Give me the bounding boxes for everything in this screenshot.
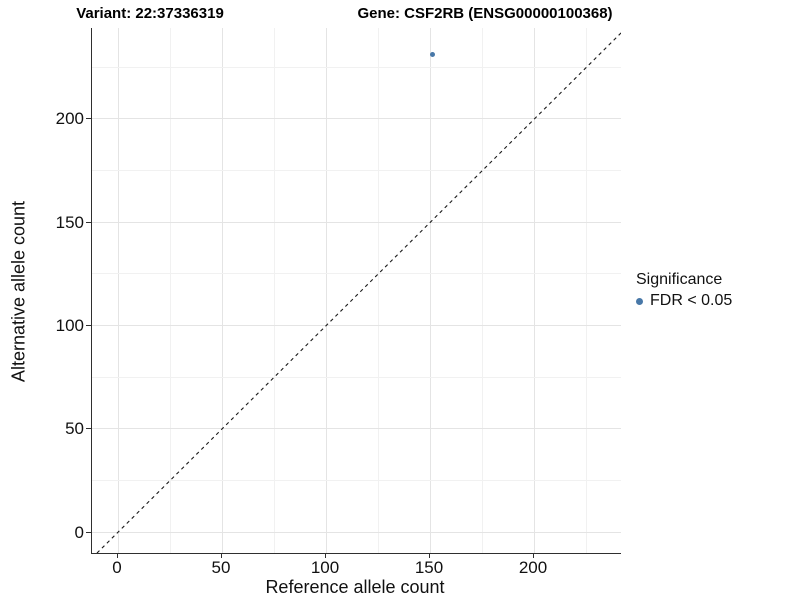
plot-title-gene: Gene: CSF2RB (ENSG00000100368) xyxy=(357,5,613,22)
y-tick-mark xyxy=(86,118,91,119)
x-tick-mark xyxy=(533,554,534,558)
y-tick-label: 0 xyxy=(74,523,84,542)
gridline-y-minor xyxy=(92,67,621,68)
legend-label: FDR < 0.05 xyxy=(650,292,733,309)
gridline-y-major xyxy=(92,532,621,533)
gridline-y-major xyxy=(92,118,621,119)
gridline-x-major xyxy=(534,28,535,553)
legend-item: FDR < 0.05 xyxy=(636,292,732,310)
y-tick-label: 50 xyxy=(65,419,84,438)
y-tick-mark xyxy=(86,325,91,326)
x-tick-label: 150 xyxy=(414,558,444,577)
y-tick-mark xyxy=(86,532,91,533)
data-point xyxy=(430,52,435,57)
y-tick-label: 150 xyxy=(55,213,84,232)
y-tick-label: 200 xyxy=(55,109,84,128)
y-tick-mark xyxy=(86,222,91,223)
gridline-x-minor xyxy=(170,28,171,553)
x-tick-label: 100 xyxy=(310,558,340,577)
gridline-y-minor xyxy=(92,170,621,171)
x-tick-mark xyxy=(429,554,430,558)
y-tick-label: 100 xyxy=(55,316,84,335)
x-tick-label: 50 xyxy=(211,558,231,577)
gridline-x-minor xyxy=(586,28,587,553)
identity-line xyxy=(96,32,621,553)
gridline-y-minor xyxy=(92,480,621,481)
legend-point-icon xyxy=(636,297,643,305)
y-axis-title: Alternative allele count xyxy=(8,200,29,383)
gridline-x-minor xyxy=(378,28,379,553)
x-tick-mark xyxy=(117,554,118,558)
x-tick-label: 0 xyxy=(112,558,122,577)
plot-panel xyxy=(91,28,621,554)
x-tick-label: 200 xyxy=(518,558,548,577)
x-axis-title: Reference allele count xyxy=(265,577,445,597)
gridline-x-major xyxy=(118,28,119,553)
gridline-y-minor xyxy=(92,273,621,274)
y-tick-mark xyxy=(86,428,91,429)
legend: Significance FDR < 0.05 xyxy=(636,271,732,310)
gridline-x-major xyxy=(222,28,223,553)
legend-title: Significance xyxy=(636,271,723,288)
gridline-y-major xyxy=(92,222,621,223)
gridline-x-major xyxy=(326,28,327,553)
gridline-y-major xyxy=(92,428,621,429)
gridline-y-major xyxy=(92,325,621,326)
x-tick-mark xyxy=(325,554,326,558)
plot-title-variant: Variant: 22:37336319 xyxy=(76,5,224,22)
x-tick-mark xyxy=(221,554,222,558)
gridline-y-minor xyxy=(92,377,621,378)
gridline-x-minor xyxy=(482,28,483,553)
gridline-x-major xyxy=(430,28,431,553)
gridline-x-minor xyxy=(274,28,275,553)
